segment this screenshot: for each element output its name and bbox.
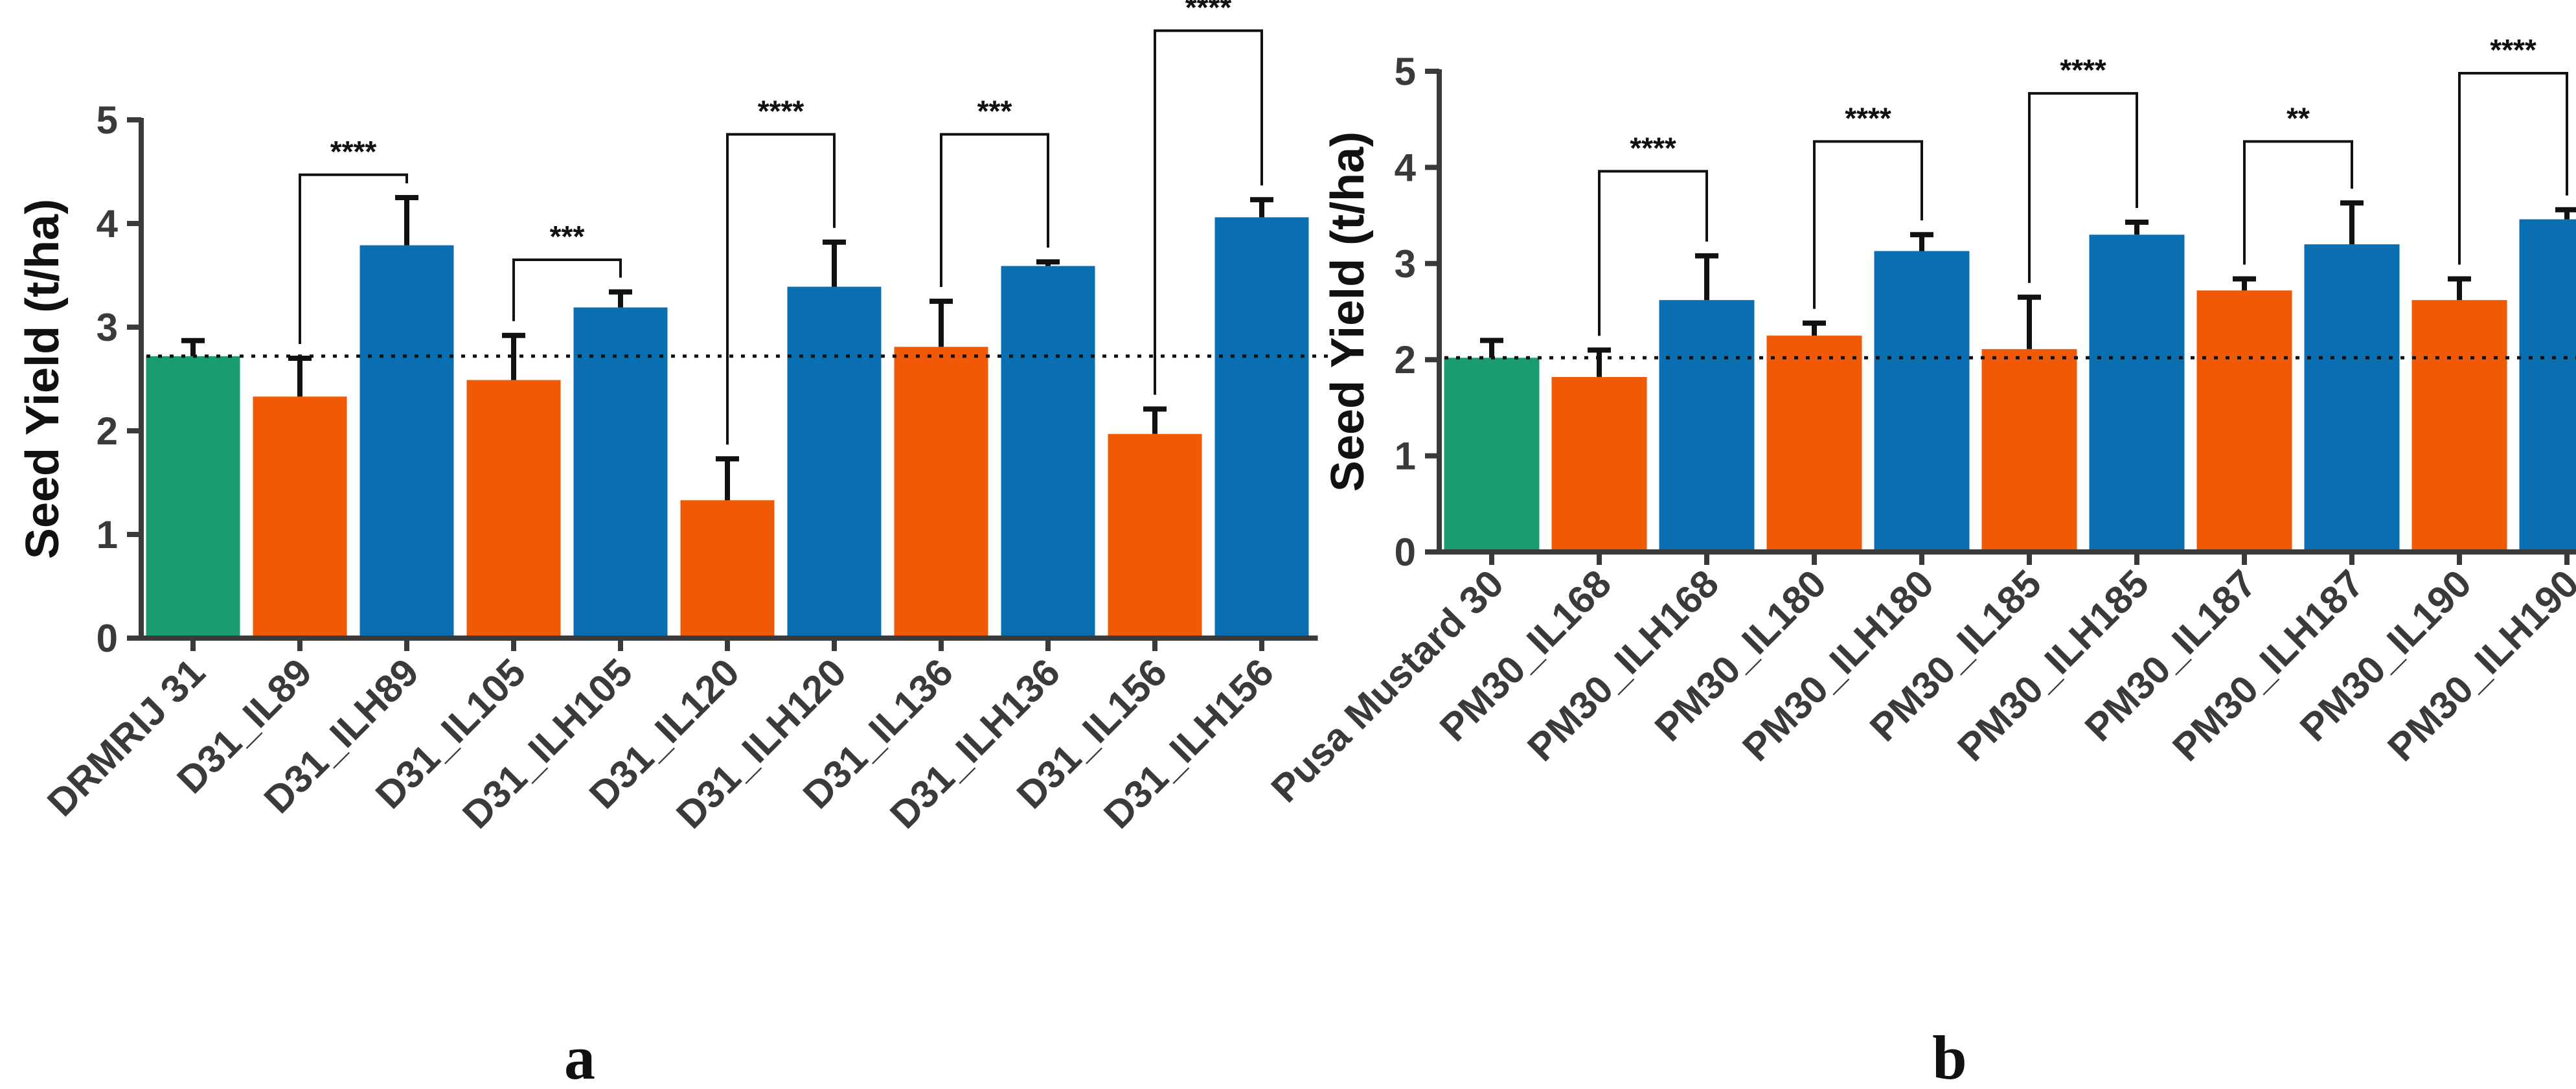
significance-bracket: **** xyxy=(1813,101,1923,309)
significance-label: **** xyxy=(330,135,377,168)
error-bar xyxy=(502,332,525,380)
error-bar xyxy=(2018,294,2041,349)
error-bar xyxy=(181,338,205,356)
bar-pm30-il185 xyxy=(1981,349,2077,552)
bar-d31-ilh105 xyxy=(573,307,668,638)
error-bar xyxy=(2233,276,2256,291)
y-tick-label: 1 xyxy=(97,513,118,556)
category-label: PM30_ILH180 xyxy=(1734,562,1942,770)
significance-label: *** xyxy=(550,220,585,253)
significance-bracket: **** xyxy=(2028,53,2138,283)
significance-bracket: **** xyxy=(726,94,836,445)
bar-d31-il156 xyxy=(1108,433,1202,638)
y-tick-label: 0 xyxy=(97,617,118,660)
significance-label: **** xyxy=(758,94,804,128)
bar-pusa-mustard-30 xyxy=(1444,358,1540,552)
significance-bracket: **** xyxy=(2458,33,2568,265)
significance-label: **** xyxy=(1185,0,1232,24)
error-bar xyxy=(1143,406,1167,434)
significance-bracket: *** xyxy=(512,220,622,321)
error-bar xyxy=(1803,320,1826,336)
error-bar xyxy=(2555,207,2576,220)
error-bar xyxy=(1036,259,1060,266)
category-label: PM30_ILH187 xyxy=(2164,562,2372,770)
significance-label: **** xyxy=(1630,131,1676,165)
significance-bracket: *** xyxy=(940,94,1049,287)
category-label: PM30_ILH185 xyxy=(1949,562,2157,770)
bar-d31-ilh136 xyxy=(1001,266,1095,639)
y-axis-title: Seed Yield (t/ha) xyxy=(1322,132,1374,492)
significance-bracket: **** xyxy=(299,135,408,344)
bar-d31-il136 xyxy=(894,347,988,638)
error-bar xyxy=(288,356,312,397)
y-tick-label: 0 xyxy=(1395,531,1416,574)
y-tick-label: 2 xyxy=(1395,338,1416,382)
bar-pm30-ilh190 xyxy=(2519,219,2576,552)
panel-label: a xyxy=(564,1023,595,1089)
error-bar xyxy=(1480,338,1503,358)
error-bar xyxy=(395,195,418,246)
bar-d31-ilh120 xyxy=(787,286,882,639)
y-tick-label: 4 xyxy=(1395,146,1417,189)
bar-d31-ilh156 xyxy=(1214,217,1309,638)
bar-d31-il105 xyxy=(466,380,561,638)
error-bar xyxy=(1910,232,1933,251)
error-bar xyxy=(609,289,632,308)
bar-pm30-ilh185 xyxy=(2089,235,2185,552)
significance-label: **** xyxy=(2490,33,2536,67)
panel-label: b xyxy=(1932,1023,1966,1089)
significance-label: *** xyxy=(977,94,1012,128)
error-bar xyxy=(1588,347,1611,377)
error-bar xyxy=(2125,219,2149,235)
error-bar xyxy=(1695,253,1718,301)
error-bar xyxy=(716,456,739,501)
bar-d31-ilh89 xyxy=(359,245,454,639)
y-tick-label: 4 xyxy=(97,202,119,246)
bar-pm30-il190 xyxy=(2411,300,2507,552)
bar-pm30-il187 xyxy=(2196,290,2292,552)
category-label: DRMRIJ 31 xyxy=(39,650,213,825)
bar-d31-il120 xyxy=(680,500,775,638)
y-tick-label: 5 xyxy=(97,98,118,142)
bar-pm30-il168 xyxy=(1551,376,1647,552)
y-tick-label: 2 xyxy=(97,409,118,453)
y-tick-label: 3 xyxy=(97,306,118,349)
category-label: PM30_ILH168 xyxy=(1519,562,1727,770)
y-tick-label: 3 xyxy=(1395,242,1416,286)
error-bar xyxy=(1250,197,1273,218)
error-bar xyxy=(2448,276,2471,301)
significance-bracket: ** xyxy=(2243,101,2353,265)
bar-pm30-ilh187 xyxy=(2304,244,2400,552)
significance-label: **** xyxy=(2060,53,2106,87)
bar-d31-il89 xyxy=(253,396,347,638)
significance-bracket: **** xyxy=(1598,131,1708,336)
significance-label: ** xyxy=(2286,101,2310,135)
significance-bracket: **** xyxy=(1154,0,1263,395)
error-bar xyxy=(929,299,953,347)
bar-pm30-ilh168 xyxy=(1659,300,1755,552)
bar-pm30-ilh180 xyxy=(1874,251,1970,552)
error-bar xyxy=(2340,200,2364,245)
significance-label: **** xyxy=(1845,101,1891,135)
y-tick-label: 1 xyxy=(1395,435,1416,478)
y-axis-title: Seed Yield (t/ha) xyxy=(17,199,69,559)
bar-pm30-il180 xyxy=(1766,336,1862,552)
y-tick-label: 5 xyxy=(1395,50,1416,93)
error-bar xyxy=(823,239,846,287)
bar-drmrij-31 xyxy=(146,356,240,638)
